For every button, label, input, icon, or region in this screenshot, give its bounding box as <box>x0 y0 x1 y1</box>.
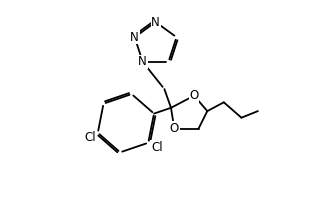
Text: Cl: Cl <box>84 131 96 144</box>
Text: N: N <box>151 15 160 29</box>
Text: O: O <box>170 122 179 135</box>
Text: O: O <box>189 89 199 102</box>
Text: N: N <box>138 55 147 68</box>
Text: Cl: Cl <box>151 141 163 154</box>
Text: N: N <box>130 31 139 44</box>
